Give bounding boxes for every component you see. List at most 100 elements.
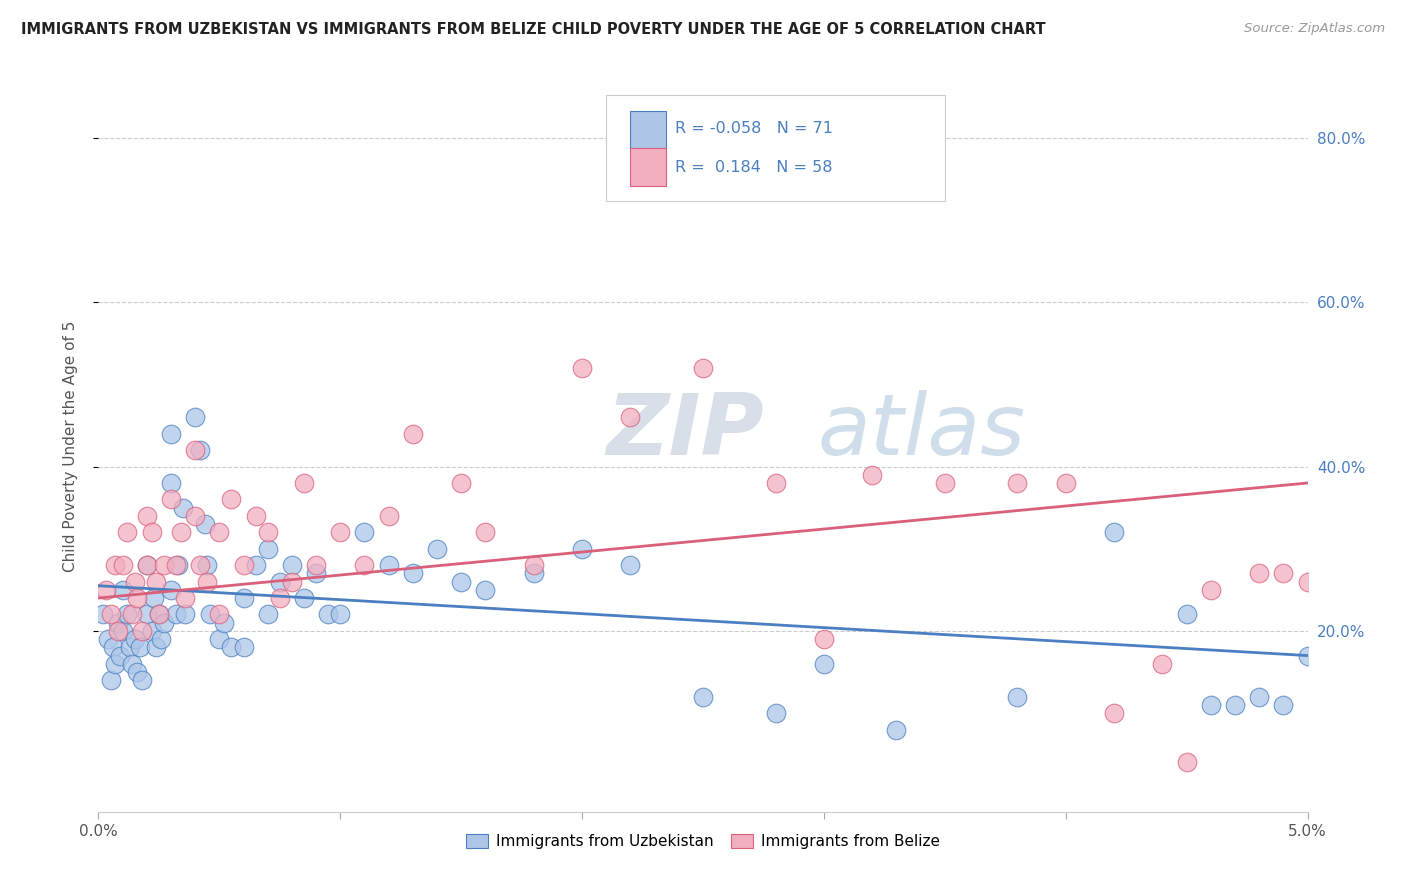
Point [1296, 574, 1319, 589]
Point [619, 558, 641, 573]
Point [692, 360, 714, 375]
Point [232, 558, 254, 573]
Point [305, 558, 328, 573]
Point [124, 632, 146, 647]
Point [269, 591, 291, 605]
Point [269, 574, 291, 589]
Point [1199, 698, 1222, 712]
Point [195, 574, 218, 589]
Point [135, 558, 157, 573]
Point [104, 657, 127, 671]
Point [188, 558, 211, 573]
Point [128, 640, 150, 655]
Point [101, 640, 124, 655]
Point [281, 574, 304, 589]
Point [860, 467, 883, 482]
Point [1102, 525, 1125, 540]
Legend: Immigrants from Uzbekistan, Immigrants from Belize: Immigrants from Uzbekistan, Immigrants f… [460, 828, 946, 855]
Point [1152, 657, 1174, 671]
Point [1175, 607, 1198, 622]
Point [188, 443, 211, 458]
Point [1054, 475, 1077, 490]
Point [523, 566, 546, 581]
Point [152, 558, 174, 573]
Point [165, 607, 187, 622]
FancyBboxPatch shape [630, 111, 665, 149]
Point [474, 525, 496, 540]
Point [353, 558, 375, 573]
Point [292, 591, 315, 605]
Point [111, 558, 134, 573]
Text: Source: ZipAtlas.com: Source: ZipAtlas.com [1244, 22, 1385, 36]
Point [143, 591, 166, 605]
Point [692, 690, 714, 704]
Point [141, 624, 163, 638]
Text: IMMIGRANTS FROM UZBEKISTAN VS IMMIGRANTS FROM BELIZE CHILD POVERTY UNDER THE AGE: IMMIGRANTS FROM UZBEKISTAN VS IMMIGRANTS… [21, 22, 1046, 37]
Point [813, 632, 835, 647]
Point [523, 558, 546, 573]
Point [292, 475, 315, 490]
Point [100, 607, 122, 622]
Point [107, 615, 129, 630]
Point [107, 624, 129, 638]
Point [232, 640, 254, 655]
Y-axis label: Child Poverty Under the Age of 5: Child Poverty Under the Age of 5 [63, 320, 77, 572]
Point [195, 558, 218, 573]
Point [256, 541, 278, 556]
Point [1249, 566, 1271, 581]
Point [108, 648, 131, 663]
Point [1249, 690, 1271, 704]
Point [160, 582, 183, 597]
Point [174, 607, 197, 622]
Point [104, 558, 127, 573]
Point [256, 607, 278, 622]
Point [160, 426, 183, 441]
Point [474, 582, 496, 597]
Point [118, 640, 141, 655]
Point [619, 410, 641, 425]
Text: R = -0.058   N = 71: R = -0.058 N = 71 [675, 121, 834, 136]
Point [208, 607, 231, 622]
Point [329, 607, 352, 622]
Point [281, 558, 304, 573]
Point [450, 574, 472, 589]
Point [316, 607, 339, 622]
Point [160, 492, 183, 507]
Point [167, 558, 190, 573]
Point [131, 624, 153, 638]
Point [131, 673, 153, 688]
Point [377, 558, 399, 573]
Point [571, 541, 593, 556]
Point [111, 624, 134, 638]
Point [141, 525, 163, 540]
Point [377, 508, 399, 523]
Point [450, 475, 472, 490]
Text: R =  0.184   N = 58: R = 0.184 N = 58 [675, 160, 832, 175]
Point [169, 525, 191, 540]
Point [1272, 698, 1295, 712]
Point [1199, 582, 1222, 597]
Point [135, 508, 157, 523]
Point [221, 640, 243, 655]
FancyBboxPatch shape [606, 95, 945, 201]
Point [245, 558, 267, 573]
Point [1007, 475, 1029, 490]
Point [221, 492, 243, 507]
Point [194, 517, 217, 532]
Point [145, 640, 167, 655]
Point [174, 591, 197, 605]
Point [111, 582, 134, 597]
Point [148, 607, 170, 622]
Point [184, 508, 207, 523]
Point [148, 607, 170, 622]
Point [1223, 698, 1246, 712]
Point [402, 566, 425, 581]
Point [1007, 690, 1029, 704]
Point [402, 426, 425, 441]
Point [765, 706, 787, 720]
Point [765, 475, 787, 490]
Point [305, 566, 328, 581]
Point [91, 607, 114, 622]
Point [934, 475, 956, 490]
Point [184, 443, 207, 458]
